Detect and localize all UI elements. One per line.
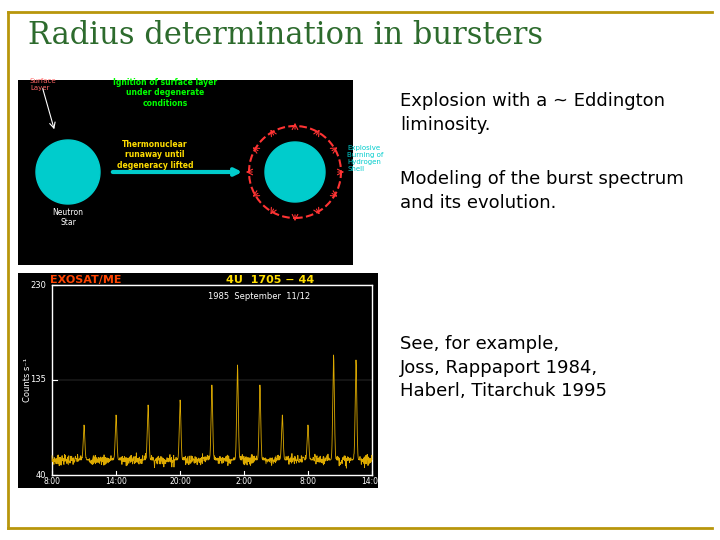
- Text: 135: 135: [30, 375, 46, 384]
- Text: Explosive
Burning of
Hydrogen
Shell: Explosive Burning of Hydrogen Shell: [347, 145, 383, 172]
- Text: 4U  1705 − 44: 4U 1705 − 44: [226, 275, 314, 285]
- Bar: [18, 273, 378, 488]
- Text: Modeling of the burst spectrum
and its evolution.: Modeling of the burst spectrum and its e…: [400, 170, 684, 212]
- Text: 20:00: 20:00: [169, 477, 191, 486]
- Polygon shape: [265, 142, 325, 202]
- Text: EXOSAT/ME: EXOSAT/ME: [50, 275, 122, 285]
- Text: Explosion with a ~ Eddington
liminosity.: Explosion with a ~ Eddington liminosity.: [400, 92, 665, 133]
- Text: Radius determination in bursters: Radius determination in bursters: [28, 20, 543, 51]
- Text: Neutron
Star: Neutron Star: [53, 208, 84, 227]
- Text: 14:00: 14:00: [105, 477, 127, 486]
- Text: 1985  September  11/12: 1985 September 11/12: [208, 292, 310, 301]
- Text: 2:00: 2:00: [235, 477, 253, 486]
- Text: Thermonuclear
runaway until
degeneracy lifted: Thermonuclear runaway until degeneracy l…: [117, 140, 193, 170]
- Text: 8:00: 8:00: [300, 477, 317, 486]
- Text: 14:00: 14:00: [361, 477, 383, 486]
- Text: Counts s⁻¹: Counts s⁻¹: [22, 358, 32, 402]
- Text: 40: 40: [35, 470, 46, 480]
- Polygon shape: [36, 140, 100, 204]
- Text: 8:00: 8:00: [43, 477, 60, 486]
- Text: Surface
Layer: Surface Layer: [30, 78, 57, 91]
- Text: 230: 230: [30, 280, 46, 289]
- Bar: [18, 80, 353, 265]
- Text: See, for example,
Joss, Rappaport 1984,
Haberl, Titarchuk 1995: See, for example, Joss, Rappaport 1984, …: [400, 335, 607, 400]
- Text: Ignition of surface layer
under degenerate
conditions: Ignition of surface layer under degenera…: [113, 78, 217, 108]
